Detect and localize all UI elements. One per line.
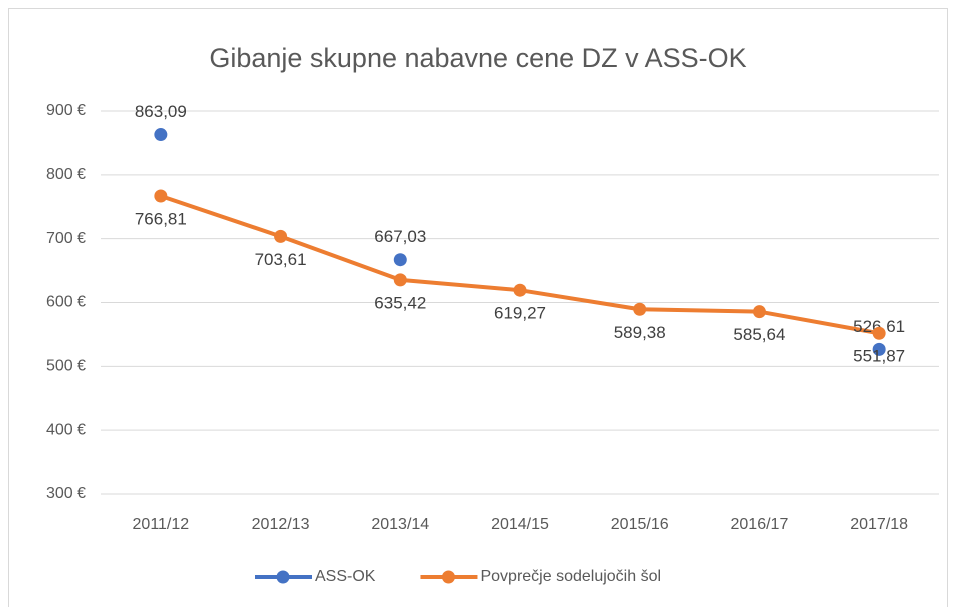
y-tick-label: 900 € bbox=[46, 102, 86, 119]
legend-label: Povprečje sodelujočih šol bbox=[480, 568, 661, 585]
data-point bbox=[872, 326, 886, 340]
chart-frame bbox=[8, 8, 948, 607]
data-point bbox=[752, 305, 766, 319]
data-point bbox=[393, 273, 407, 287]
data-label: 766,81 bbox=[135, 210, 187, 229]
legend-marker bbox=[276, 570, 290, 584]
data-point bbox=[154, 189, 168, 203]
data-point bbox=[274, 229, 288, 243]
chart-title: Gibanje skupne nabavne cene DZ v ASS-OK bbox=[209, 43, 746, 73]
data-label: 585,64 bbox=[733, 325, 785, 344]
x-tick-label: 2011/12 bbox=[133, 516, 190, 533]
data-label: 526,61 bbox=[853, 317, 905, 336]
data-label: 619,27 bbox=[494, 304, 546, 323]
y-tick-label: 500 € bbox=[46, 358, 86, 375]
legend-marker bbox=[441, 570, 455, 584]
data-label: 635,42 bbox=[374, 293, 426, 312]
x-tick-label: 2016/17 bbox=[731, 516, 789, 533]
x-tick-label: 2013/14 bbox=[371, 516, 429, 533]
data-point bbox=[633, 302, 647, 316]
x-tick-label: 2012/13 bbox=[252, 516, 310, 533]
data-point bbox=[513, 283, 527, 297]
data-point bbox=[393, 253, 407, 267]
y-tick-label: 700 € bbox=[46, 230, 86, 247]
data-point bbox=[154, 128, 168, 142]
x-tick-label: 2017/18 bbox=[850, 516, 908, 533]
data-label: 667,03 bbox=[374, 227, 426, 246]
y-tick-label: 800 € bbox=[46, 166, 86, 183]
data-label: 703,61 bbox=[255, 250, 307, 269]
y-tick-label: 600 € bbox=[46, 294, 86, 311]
x-tick-label: 2015/16 bbox=[611, 516, 669, 533]
data-label: 551,87 bbox=[853, 347, 905, 366]
data-label: 863,09 bbox=[135, 102, 187, 121]
x-tick-label: 2014/15 bbox=[491, 516, 549, 533]
y-tick-label: 400 € bbox=[46, 421, 86, 438]
data-point bbox=[872, 342, 886, 356]
data-label: 589,38 bbox=[614, 323, 666, 342]
y-tick-label: 300 € bbox=[46, 485, 86, 502]
legend-label: ASS-OK bbox=[315, 568, 376, 585]
